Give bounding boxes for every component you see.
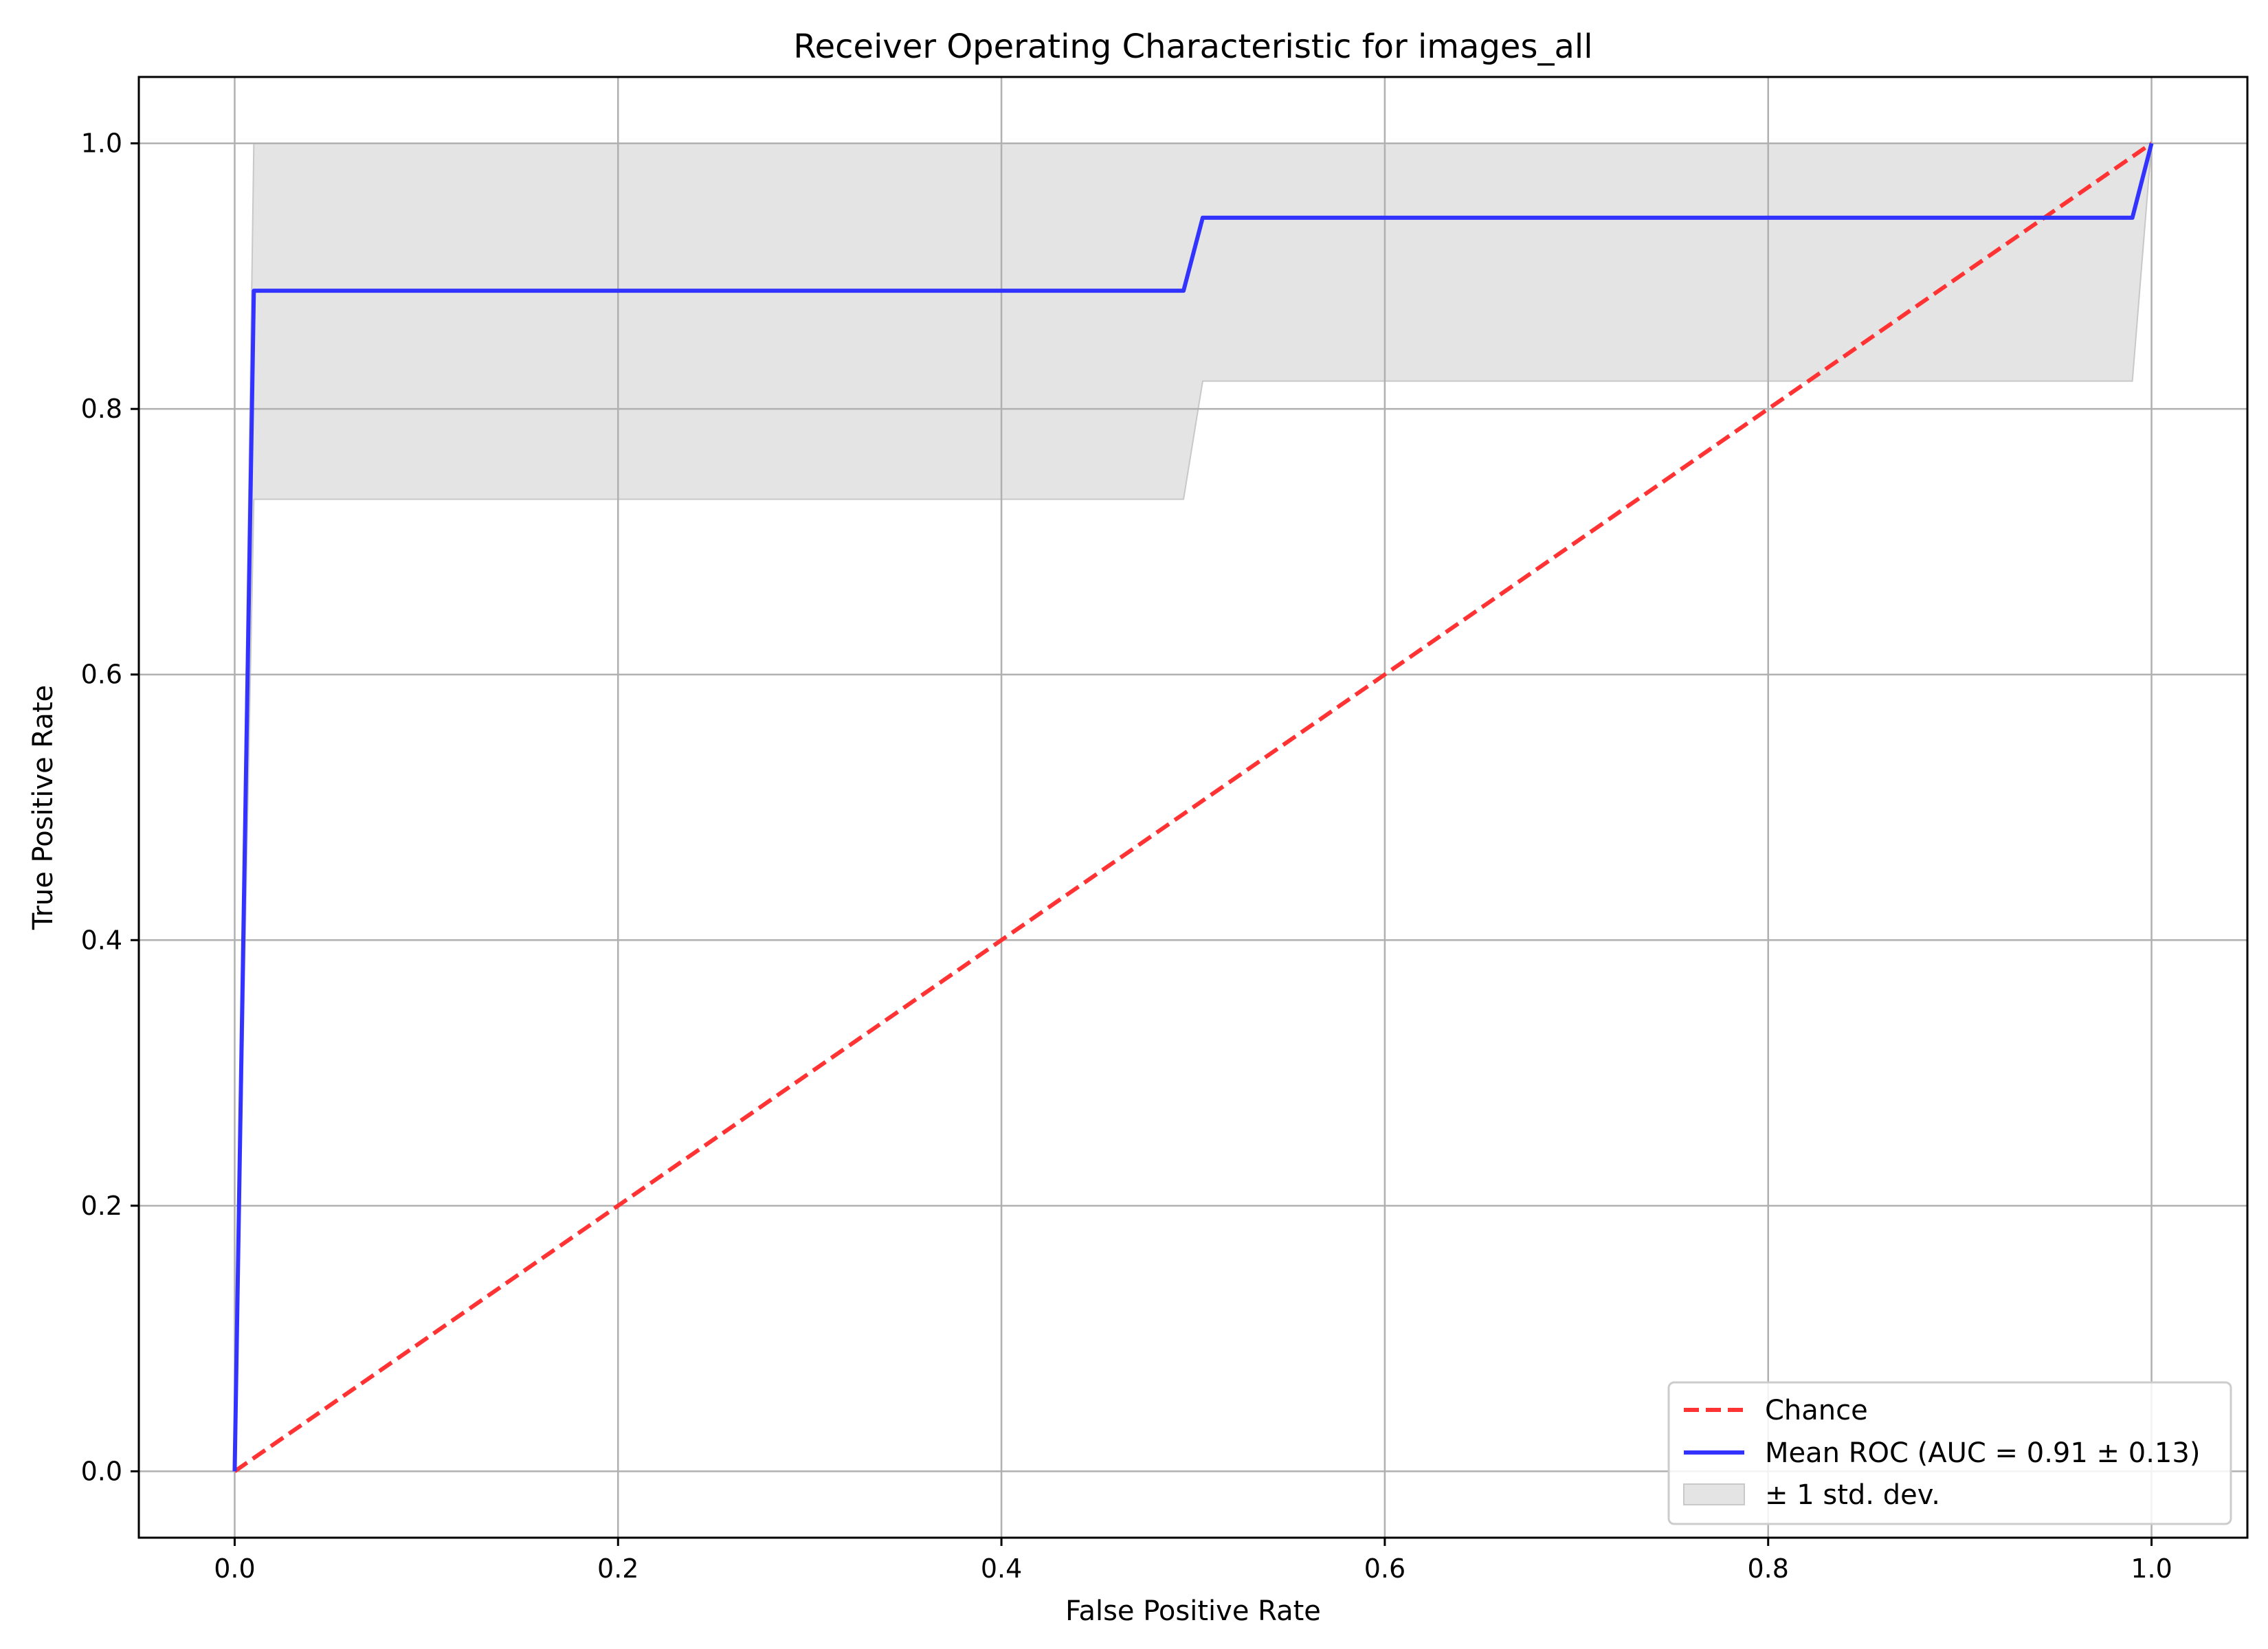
y-tick-label: 0.2 [81, 1191, 122, 1221]
x-tick-label: 0.0 [214, 1553, 255, 1584]
y-tick-label: 0.8 [81, 394, 122, 424]
x-axis-label: False Positive Rate [1065, 1595, 1321, 1627]
legend-band-label: ± 1 std. dev. [1765, 1479, 1940, 1511]
y-axis-label: True Positive Rate [27, 685, 59, 930]
legend: Chance Mean ROC (AUC = 0.91 ± 0.13) ± 1 … [1667, 1381, 2232, 1525]
y-tick-label: 0.0 [81, 1456, 122, 1486]
x-tick-label: 0.4 [981, 1553, 1022, 1584]
x-tick-label: 0.2 [597, 1553, 638, 1584]
series-layer [232, 142, 2154, 1473]
chance-line [233, 142, 2153, 1473]
grid-layer [139, 77, 2247, 1538]
legend-mean-roc-label: Mean ROC (AUC = 0.91 ± 0.13) [1765, 1437, 2200, 1469]
tick-layer: 0.0 0.2 0.4 0.6 0.8 1.0 0.0 0.2 0.4 0.6 0.8 1.0 [81, 128, 2172, 1584]
x-tick-label: 0.6 [1364, 1553, 1405, 1584]
y-tick-label: 1.0 [81, 128, 122, 159]
y-tick-label: 0.4 [81, 925, 122, 955]
legend-box [1667, 1381, 2232, 1525]
legend-band-swatch [1683, 1483, 1745, 1505]
y-tick-label: 0.6 [81, 660, 122, 690]
legend-chance-label: Chance [1765, 1395, 1868, 1426]
mean-roc-line [232, 142, 2154, 1472]
x-tick-label: 0.8 [1748, 1553, 1789, 1584]
chart-title: Receiver Operating Characteristic for im… [793, 27, 1592, 66]
x-tick-label: 1.0 [2131, 1553, 2172, 1584]
plot-frame [137, 76, 2249, 1539]
